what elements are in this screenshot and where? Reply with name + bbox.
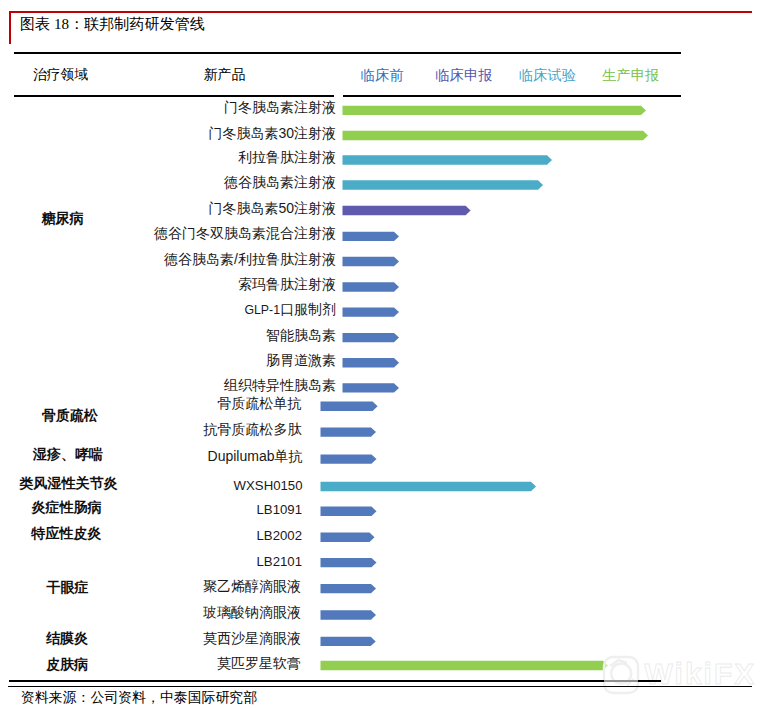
svg-text:WikiFX: WikiFX bbox=[645, 657, 757, 690]
